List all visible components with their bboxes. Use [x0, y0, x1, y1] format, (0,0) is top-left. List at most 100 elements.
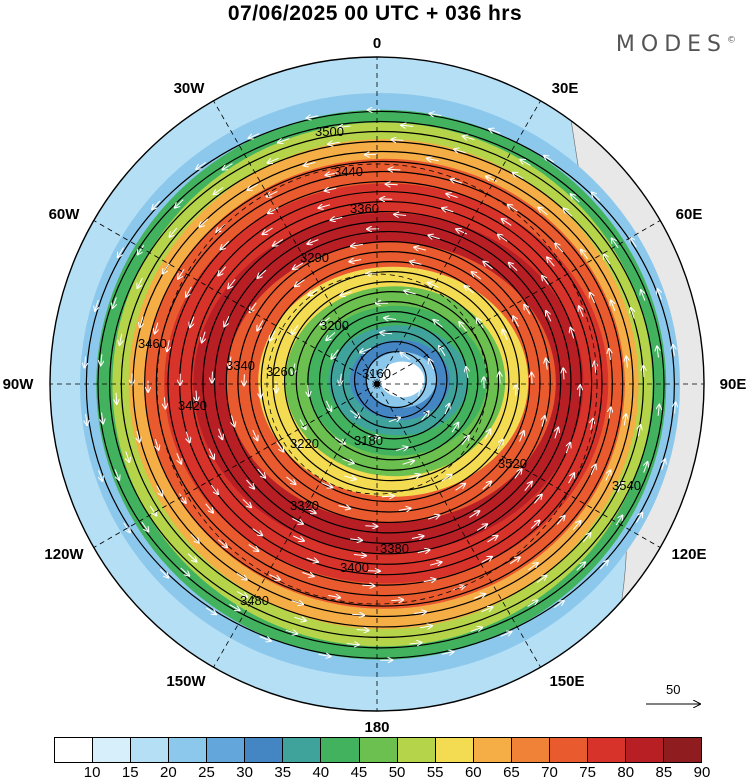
copyright-mark: © — [727, 35, 736, 46]
wind-arrow — [236, 591, 247, 598]
colorbar-swatch — [664, 738, 702, 762]
wind-arrow — [294, 617, 306, 620]
colorbar-swatch — [283, 738, 322, 762]
wind-arrow — [657, 346, 659, 358]
wind-arrow — [321, 482, 333, 488]
wind-arrow — [487, 536, 498, 543]
wind-arrow — [410, 262, 422, 265]
wind-arrow — [356, 630, 369, 631]
contour-label: 3520 — [498, 456, 527, 471]
wind-arrow — [137, 277, 143, 288]
wind-arrow — [86, 413, 88, 425]
height-contour — [225, 230, 551, 534]
wind-arrow — [513, 316, 519, 327]
wind-arrow — [442, 208, 454, 212]
wind-arrow — [120, 333, 122, 345]
wind-arrow — [187, 553, 196, 562]
wind-arrow — [366, 273, 379, 274]
wind-arrow — [484, 429, 490, 440]
contour-label: 3500 — [315, 124, 344, 139]
contour-label: 3360 — [350, 201, 379, 216]
height-contour — [365, 351, 427, 409]
wind-arrow — [411, 536, 424, 539]
meridian-line — [211, 383, 378, 670]
wind-arrow — [388, 169, 401, 170]
wind-arrow — [524, 482, 532, 492]
wind-arrow — [229, 604, 240, 611]
colorbar-tick-label: 25 — [198, 764, 215, 781]
colorbar-tick-label: 70 — [541, 764, 558, 781]
latitude-circle — [266, 273, 488, 495]
contour-label: 3420 — [178, 398, 207, 413]
lon-label-90e: 90E — [720, 376, 747, 393]
wind-arrow — [380, 333, 393, 334]
wind-arrow — [95, 300, 98, 311]
wind-arrow — [477, 318, 484, 328]
wind-arrow — [326, 332, 336, 341]
wind-arrow — [582, 533, 590, 543]
wind-arrow — [542, 416, 545, 427]
wind-arrow — [643, 366, 644, 378]
wind-arrow — [252, 429, 258, 440]
wind-arrow — [286, 476, 295, 484]
meridian-line — [91, 218, 378, 385]
wind-arrow — [365, 526, 377, 527]
wind-arrow — [509, 263, 518, 272]
wind-arrow — [250, 302, 257, 312]
wind-arrow — [391, 140, 404, 141]
wind-arrow — [498, 235, 508, 242]
wind-arrow — [381, 496, 394, 497]
wind-arrow — [137, 430, 140, 442]
wind-arrow — [483, 262, 493, 270]
wind-arrow — [202, 331, 205, 343]
wind-arrow — [190, 533, 199, 542]
wind-arrow — [224, 315, 230, 326]
wind-arrow — [508, 205, 518, 212]
height-contour — [190, 200, 582, 565]
wind-arrow — [454, 149, 466, 152]
wind-arrow — [367, 436, 380, 437]
colorbar-swatch — [359, 738, 398, 762]
wind-arrow — [572, 521, 580, 531]
wind-arrow — [451, 423, 458, 433]
wind-arrow — [446, 194, 458, 198]
wind-arrow — [362, 585, 374, 586]
wind-arrow — [456, 229, 468, 235]
wind-arrow — [530, 521, 539, 529]
wind-arrow — [555, 244, 564, 253]
contour-label: 3400 — [340, 560, 369, 575]
wind-arrow — [101, 354, 102, 365]
lon-label-150w: 150W — [166, 673, 206, 690]
wind-arrow — [141, 521, 149, 531]
wind-arrow — [615, 516, 622, 526]
wind-arrow — [658, 405, 659, 416]
wind-arrow — [217, 539, 227, 548]
contour-label: 3380 — [380, 541, 409, 556]
wind-arrow — [257, 320, 264, 331]
height-contour — [283, 281, 500, 482]
wind-arrow — [216, 224, 226, 232]
wind-arrow — [470, 628, 482, 632]
brand-logo: MODES© — [616, 32, 736, 57]
wind-arrow — [544, 156, 555, 163]
wind-arrow — [564, 208, 573, 217]
wind-arrow — [604, 254, 611, 265]
wind-arrow — [218, 266, 226, 276]
wind-arrow — [590, 293, 596, 304]
wind-arrow — [295, 279, 305, 287]
wind-arrow — [434, 320, 443, 328]
colorbar-tick-label: 40 — [312, 764, 330, 781]
wind-arrow — [474, 594, 485, 599]
wind-arrow — [155, 438, 158, 450]
wind-arrow — [568, 473, 575, 484]
contour-label: 3320 — [290, 498, 319, 513]
wind-arrow — [556, 516, 565, 525]
wind-arrow — [293, 438, 301, 448]
wind-arrow — [391, 600, 403, 601]
wind-arrow — [360, 347, 372, 352]
wind-arrow — [571, 194, 580, 203]
colorbar-tick-label: 75 — [579, 764, 596, 781]
wind-arrow — [328, 142, 340, 144]
wind-arrow — [302, 573, 313, 577]
wind-arrow — [630, 238, 637, 248]
